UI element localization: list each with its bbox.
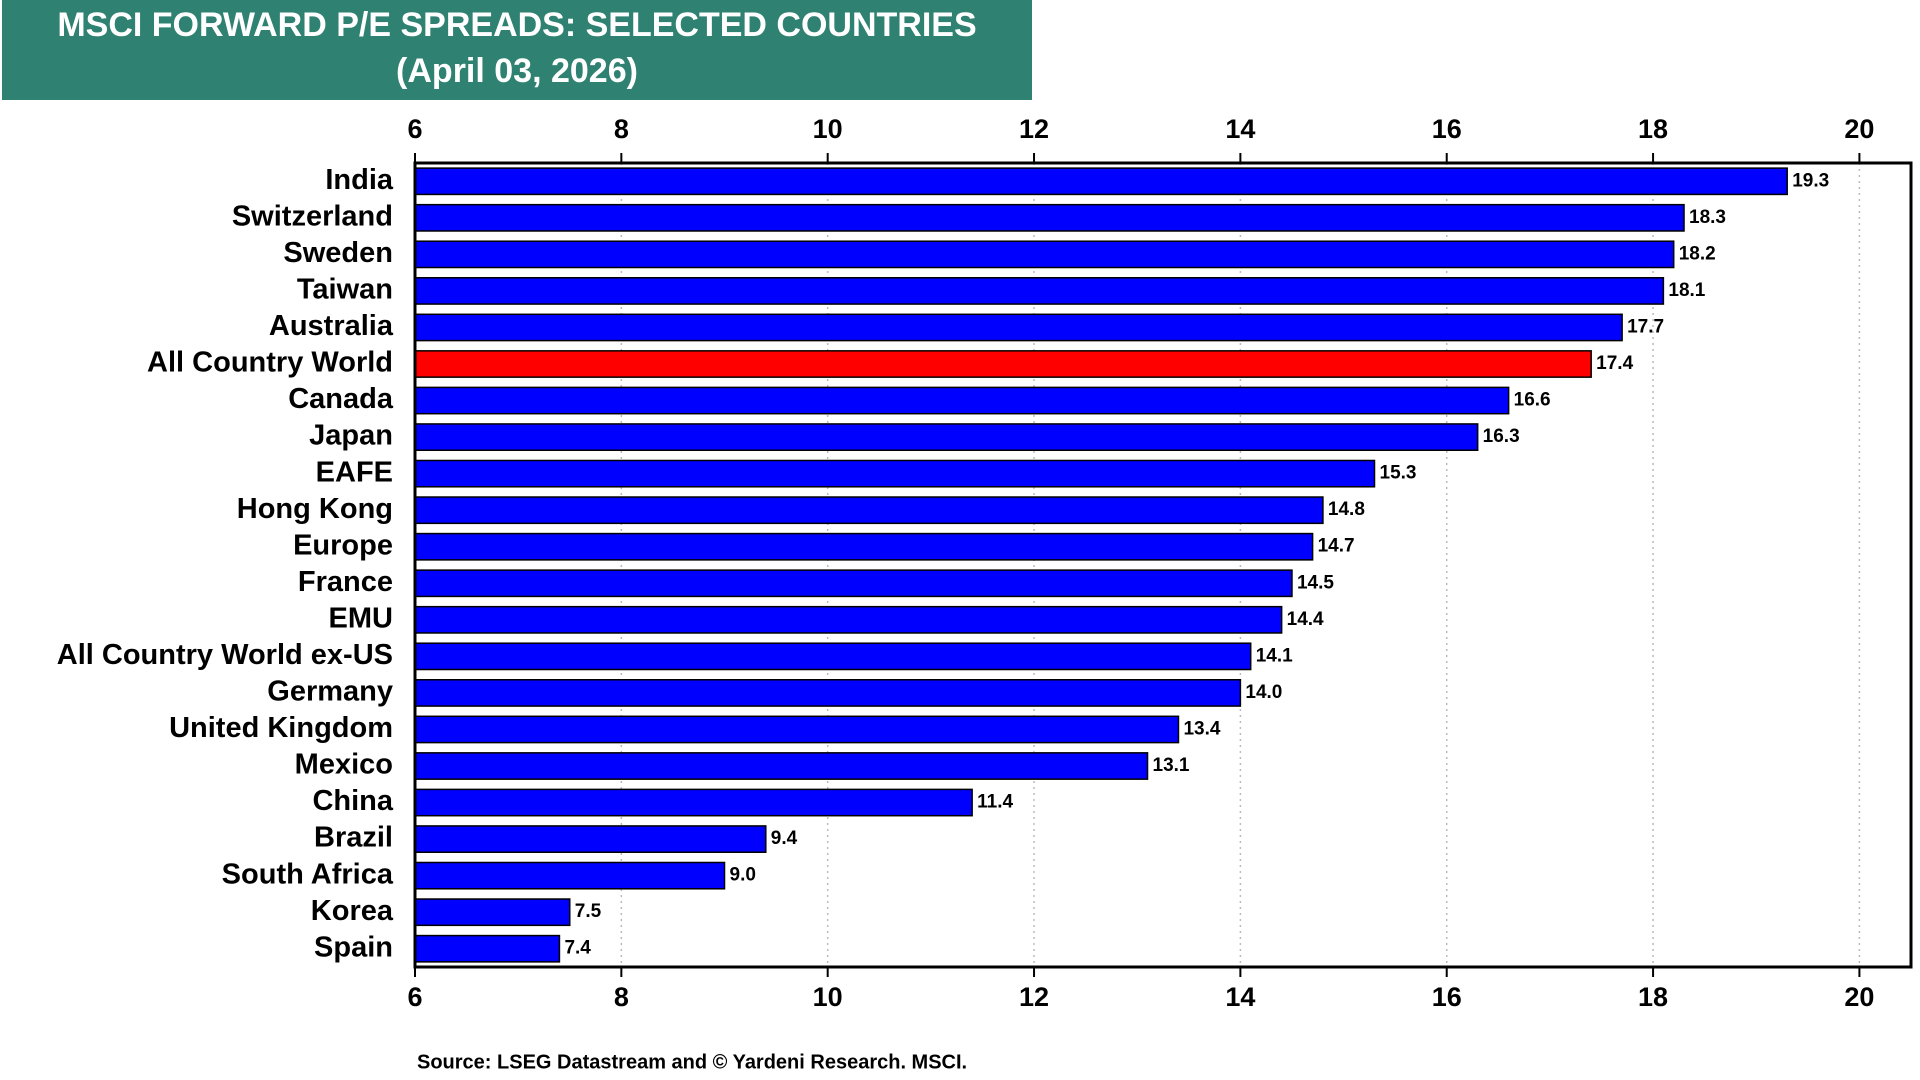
value-label: 14.4 [1287, 609, 1324, 630]
value-label: 7.5 [575, 901, 602, 922]
y-tick-label: Sweden [283, 237, 393, 269]
y-tick-label: Europe [293, 529, 393, 561]
value-label: 11.4 [977, 792, 1013, 813]
x-tick-label: 10 [813, 982, 843, 1012]
value-label: 18.2 [1679, 243, 1716, 264]
y-tick-label: All Country World ex-US [57, 639, 393, 671]
value-label: 18.3 [1689, 207, 1726, 228]
y-tick-label: Spain [314, 931, 393, 963]
y-tick-label: South Africa [222, 858, 394, 890]
y-tick-label: Hong Kong [237, 493, 393, 525]
bar [414, 277, 1665, 305]
x-tick-label: 16 [1432, 114, 1462, 144]
y-tick-label: Mexico [295, 749, 393, 781]
y-tick-label: All Country World [147, 347, 393, 379]
bar [414, 825, 767, 853]
y-tick-label: China [312, 785, 393, 817]
y-tick-label: Germany [267, 676, 393, 708]
value-label: 13.1 [1153, 755, 1190, 776]
y-tick-label: Australia [269, 310, 394, 342]
x-tick-label: 6 [407, 982, 422, 1012]
x-tick-label: 18 [1638, 114, 1668, 144]
plot-frame [413, 161, 1913, 969]
value-label: 14.7 [1318, 536, 1355, 557]
y-tick-label: India [325, 164, 394, 196]
x-tick-label: 16 [1432, 982, 1462, 1012]
bar [414, 679, 1242, 707]
y-tick-label: Brazil [314, 822, 393, 854]
bar [414, 605, 1283, 634]
bar [414, 752, 1149, 780]
bar [414, 898, 571, 927]
bar [414, 715, 1180, 744]
y-tick-label: United Kingdom [169, 712, 393, 744]
y-tick-label: France [298, 566, 393, 598]
bar [414, 386, 1510, 415]
x-tick-label: 14 [1225, 114, 1255, 144]
bar [414, 788, 973, 817]
bar [414, 350, 1592, 378]
y-tick-label: Canada [288, 383, 394, 415]
y-tick-label: EAFE [316, 456, 393, 488]
x-tick-label: 12 [1019, 114, 1049, 144]
x-tick-label: 8 [614, 114, 629, 144]
y-tick-label: EMU [329, 602, 393, 634]
value-label: 18.1 [1668, 280, 1705, 301]
bar [414, 167, 1788, 196]
chart-title: MSCI FORWARD P/E SPREADS: SELECTED COUNT… [57, 6, 976, 44]
value-label: 17.4 [1596, 353, 1633, 374]
value-label: 16.3 [1483, 426, 1520, 447]
bar [414, 569, 1293, 598]
value-label: 14.1 [1256, 645, 1293, 666]
value-label: 9.4 [771, 828, 798, 849]
bar [414, 459, 1376, 488]
value-label: 17.7 [1627, 316, 1664, 337]
x-tick-label: 18 [1638, 982, 1668, 1012]
value-label: 13.4 [1183, 718, 1220, 739]
x-tick-label: 10 [813, 114, 843, 144]
x-tick-label: 8 [614, 982, 629, 1012]
x-tick-label: 12 [1019, 982, 1049, 1012]
value-label: 14.8 [1328, 499, 1365, 520]
title-box [2, 0, 1032, 100]
bar [414, 861, 726, 890]
x-tick-label: 14 [1225, 982, 1255, 1012]
value-label: 14.5 [1297, 572, 1334, 593]
x-tick-label: 20 [1844, 114, 1874, 144]
bar [414, 642, 1252, 671]
bar [414, 532, 1314, 561]
bar [414, 934, 561, 963]
value-label: 16.6 [1514, 390, 1551, 411]
value-label: 15.3 [1380, 463, 1417, 484]
y-tick-label: Korea [311, 895, 394, 927]
chart-subtitle: (April 03, 2026) [396, 52, 638, 90]
y-tick-label: Taiwan [297, 274, 393, 306]
bar [414, 496, 1324, 525]
y-tick-label: Switzerland [232, 200, 393, 232]
source-note: Source: LSEG Datastream and © Yardeni Re… [417, 1051, 967, 1073]
bar [414, 240, 1675, 269]
value-label: 7.4 [564, 938, 591, 959]
bar [414, 423, 1479, 451]
value-label: 9.0 [730, 865, 756, 886]
x-tick-label: 20 [1844, 982, 1874, 1012]
bar [414, 203, 1685, 232]
value-label: 14.0 [1245, 682, 1282, 703]
value-label: 19.3 [1792, 170, 1829, 191]
x-tick-label: 6 [407, 114, 422, 144]
bar [414, 313, 1623, 342]
y-tick-label: Japan [309, 420, 393, 452]
